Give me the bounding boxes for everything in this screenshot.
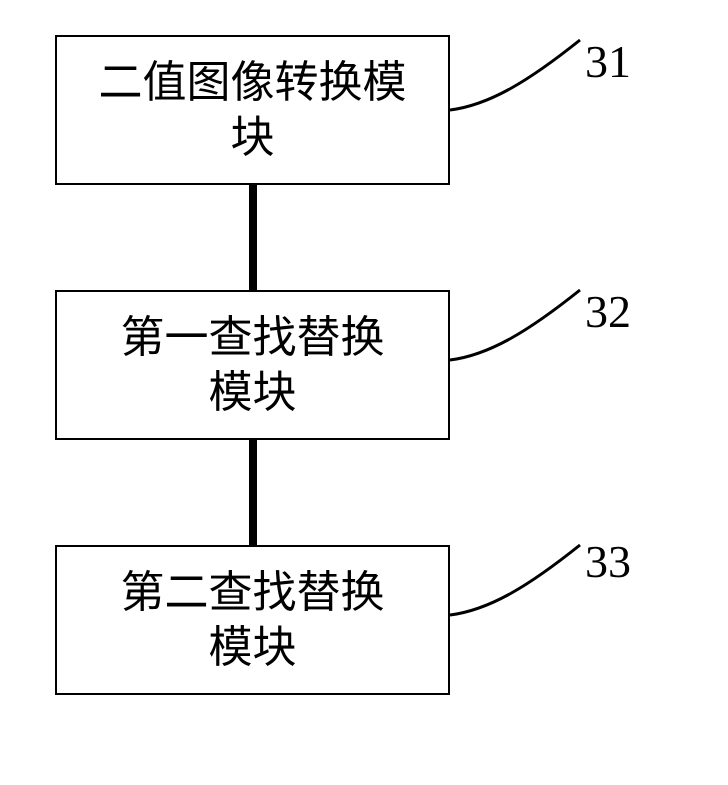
node-32-line1: 第一查找替换 [121,313,385,362]
node-text: 第二查找替换模块 [121,565,385,675]
node-33-line1: 第二查找替换 [121,568,385,617]
node-second-find-replace: 第二查找替换模块 [55,545,450,695]
node-33-line2: 模块 [209,623,297,672]
node-label-31: 31 [585,35,631,88]
node-31-line2: 块 [231,113,275,162]
connector [249,185,257,290]
node-label-32: 32 [585,285,631,338]
node-31-line1: 二值图像转换模 [99,58,407,107]
callout-arc-icon [450,290,580,360]
callout-arc-icon [450,40,580,110]
diagram-canvas: 二值图像转换模块 31 第一查找替换模块 32 第二查找替换模块 33 [0,0,728,785]
node-text: 二值图像转换模块 [99,55,407,165]
node-binary-image-convert: 二值图像转换模块 [55,35,450,185]
node-label-33: 33 [585,535,631,588]
connector [249,440,257,545]
node-first-find-replace: 第一查找替换模块 [55,290,450,440]
node-32-line2: 模块 [209,368,297,417]
node-text: 第一查找替换模块 [121,310,385,420]
callout-arc-icon [450,545,580,615]
